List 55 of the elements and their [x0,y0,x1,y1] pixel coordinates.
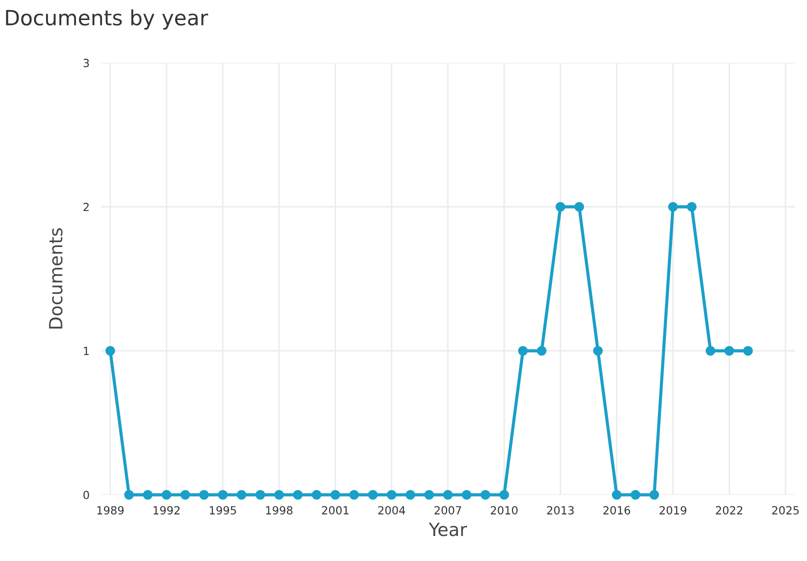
y-tick-label: 1 [84,346,89,356]
x-tick-label: 2004 [378,506,406,515]
point [330,490,340,500]
point [124,490,134,500]
point [612,490,622,500]
point [424,490,434,500]
point [236,490,246,500]
chart-title: Documents by year [6,9,208,30]
x-tick-label: 1992 [154,506,180,515]
point [292,490,303,500]
point [743,346,753,356]
point [368,490,378,500]
y-tick-label: 3 [84,58,89,68]
point [274,490,284,500]
point [142,490,153,500]
x-tick-label: 1989 [97,506,124,515]
x-tick-label: 2013 [547,506,574,515]
x-tick-label: 2010 [490,506,518,515]
point [630,490,640,500]
point [180,490,190,500]
y-axis-title: Documents [49,228,63,329]
point [649,490,660,500]
x-tick-label: 1998 [266,506,292,515]
point [406,490,416,500]
point [162,490,172,500]
x-tick-label: 2019 [660,506,686,515]
point [105,346,116,356]
x-tick-label: 2022 [716,506,742,515]
x-tick-label: 2025 [772,506,799,515]
x-tick-label: 2007 [434,506,462,515]
point [386,490,396,500]
point [349,490,359,500]
x-axis-title: Year [428,522,467,536]
point [536,346,547,356]
x-tick-label: 1995 [210,506,236,515]
point [686,202,697,212]
point [668,202,678,212]
point [255,490,266,500]
y-tick-label: 0 [83,490,90,500]
point [593,346,603,356]
point [312,490,322,500]
point [724,346,734,356]
y-tick-label: 2 [84,202,89,212]
point [499,490,510,500]
point [518,346,528,356]
point [556,202,566,212]
x-tick-label: 2016 [603,506,630,515]
point [199,490,209,500]
point [218,490,228,500]
point [706,346,716,356]
point [443,490,453,500]
point [462,490,472,500]
point [480,490,490,500]
point [574,202,584,212]
x-tick-label: 2001 [322,506,348,515]
